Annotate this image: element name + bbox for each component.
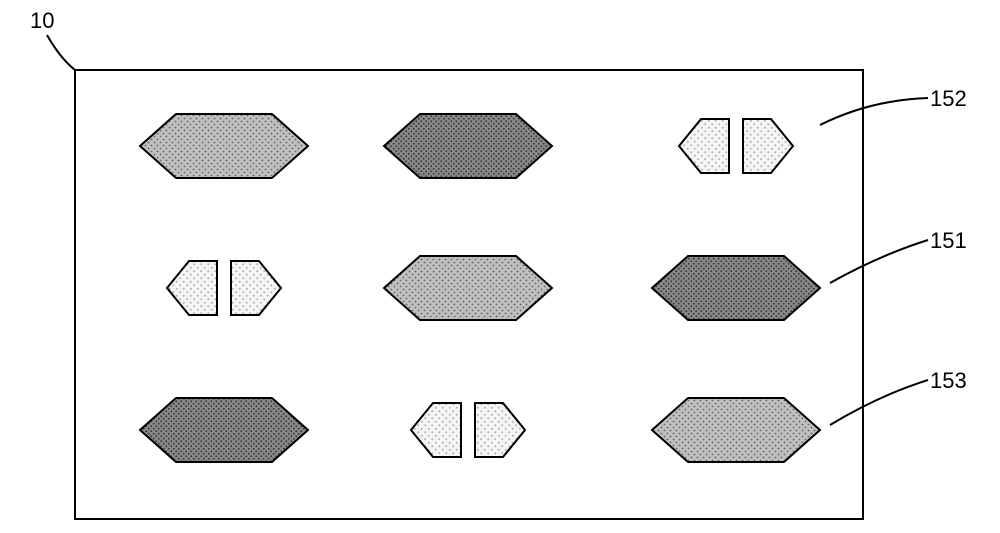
hex-shape	[140, 114, 308, 178]
hex-shape	[652, 256, 820, 320]
diagram-svg	[0, 0, 1000, 533]
hex-half-right	[475, 403, 525, 457]
hex-half-left	[679, 119, 729, 173]
hex-half-right	[231, 261, 281, 315]
ref-label-10: 10	[30, 8, 54, 34]
hex-half-left	[411, 403, 461, 457]
hex-shape	[384, 114, 552, 178]
ref-label-153: 153	[930, 368, 967, 394]
hex-shape	[140, 398, 308, 462]
diagram-stage: 10 152 151 153	[0, 0, 1000, 533]
hex-half-right	[743, 119, 793, 173]
ref-label-152: 152	[930, 86, 967, 112]
hex-shape	[652, 398, 820, 462]
hex-shape	[384, 256, 552, 320]
hex-half-left	[167, 261, 217, 315]
ref-label-151: 151	[930, 228, 967, 254]
